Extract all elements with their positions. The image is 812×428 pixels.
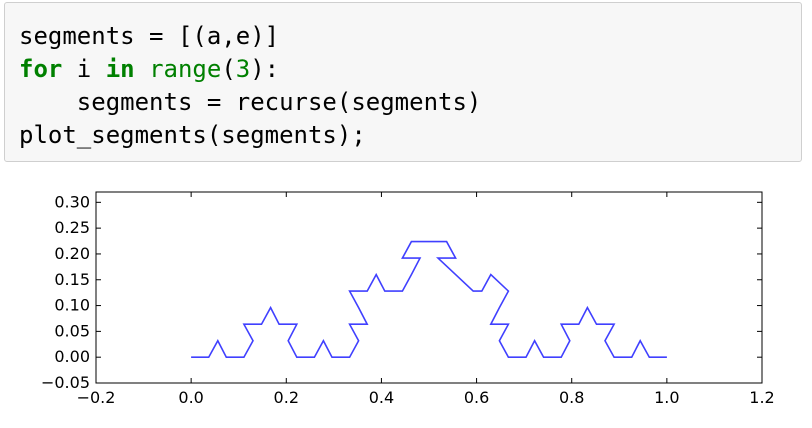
axes-frame xyxy=(95,191,763,384)
x-tick-label: 0.4 xyxy=(369,388,394,407)
x-tick-label: 0.8 xyxy=(559,388,584,407)
plot-figure: −0.2 0.0 0.2 0.4 0.6 0.8 1.0 1.2 0.30 0.25 0.20 0.1… xyxy=(41,191,775,407)
x-tick-label: 0.0 xyxy=(178,388,203,407)
code-token xyxy=(135,55,149,83)
code-token: for xyxy=(19,55,63,83)
y-tick-label: 0.10 xyxy=(54,296,90,315)
code-token: range xyxy=(149,55,222,83)
x-tick-label: 0.6 xyxy=(464,388,489,407)
ticks xyxy=(95,192,763,384)
y-tick-label: 0.20 xyxy=(54,244,90,263)
code-editor[interactable]: segments = [(a,e)] for i in range(3): se… xyxy=(5,3,801,152)
code-token: i xyxy=(62,55,106,83)
code-token: ( xyxy=(221,55,236,83)
koch-curve-line xyxy=(191,240,667,358)
y-tick-label: 0.30 xyxy=(54,192,90,211)
code-token: ): xyxy=(250,55,280,83)
x-tick-label: 0.2 xyxy=(274,388,299,407)
code-token: segments = recurse(segments) xyxy=(19,88,482,116)
code-token: segments = [(a,e)] xyxy=(19,22,280,50)
code-token: plot_segments(segments); xyxy=(19,121,366,149)
x-tick-label: −0.2 xyxy=(77,388,116,407)
tick-labels: −0.2 0.0 0.2 0.4 0.6 0.8 1.0 1.2 0.30 0.25 0.20 0.1… xyxy=(41,192,775,407)
y-tick-label: 0.05 xyxy=(54,321,90,340)
y-tick-label: −0.05 xyxy=(41,373,90,392)
code-token: 3 xyxy=(235,55,251,83)
y-tick-label: 0.15 xyxy=(54,270,90,289)
x-tick-label: 1.0 xyxy=(654,388,679,407)
code-cell[interactable]: segments = [(a,e)] for i in range(3): se… xyxy=(4,2,802,162)
output-area: −0.2 0.0 0.2 0.4 0.6 0.8 1.0 1.2 0.30 0.25 0.20 0.1… xyxy=(0,170,812,424)
code-token: in xyxy=(105,55,135,83)
y-tick-label: 0.25 xyxy=(54,218,90,237)
y-tick-label: 0.00 xyxy=(54,347,90,366)
x-tick-label: 1.2 xyxy=(749,388,774,407)
